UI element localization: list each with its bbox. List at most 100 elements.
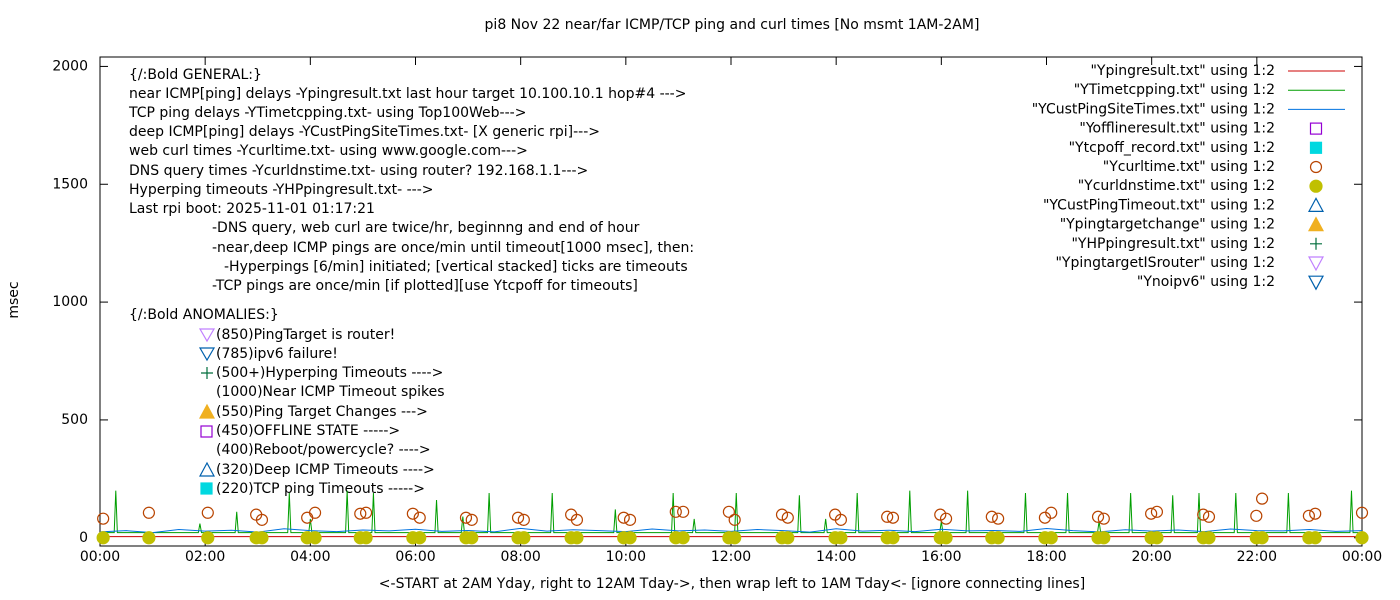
legend-swatch <box>1310 237 1322 250</box>
annotation: {/:Bold GENERAL:} <box>129 67 262 83</box>
annotation: (400)Reboot/powercycle? ----> <box>216 442 431 458</box>
annotation: (450)OFFLINE STATE -----> <box>216 423 400 439</box>
symbol <box>201 367 213 379</box>
y-tick-label: 2000 <box>52 58 88 74</box>
symbol <box>198 347 216 362</box>
point <box>1255 531 1269 545</box>
annotation: (1000)Near ICMP Timeout spikes <box>216 384 445 400</box>
legend-label: "Ypingresult.txt" using 1:2 <box>1090 63 1275 79</box>
point <box>834 513 847 526</box>
legend-label: "Yofflineresult.txt" using 1:2 <box>1079 121 1275 137</box>
y-tick-label: 1500 <box>52 176 88 192</box>
y-tick-label: 500 <box>61 412 88 428</box>
point <box>465 531 479 545</box>
y-axis-label: msec <box>6 281 22 318</box>
point <box>413 531 427 545</box>
x-tick-label: 22:00 <box>1237 549 1277 565</box>
point <box>201 531 215 545</box>
annotation: (500+)Hyperping Timeouts ----> <box>216 365 443 381</box>
legend-swatch <box>1309 160 1323 174</box>
legend-label: "YpingtargetISrouter" using 1:2 <box>1055 255 1275 271</box>
point <box>1355 506 1369 519</box>
annotation: -near,deep ICMP pings are once/min until… <box>212 240 694 256</box>
point <box>881 510 894 523</box>
x-tick-label: 06:00 <box>395 549 435 565</box>
point <box>570 513 584 526</box>
symbol <box>200 425 213 438</box>
point <box>623 531 637 545</box>
annotation: (850)PingTarget is router! <box>216 327 395 343</box>
point <box>1355 531 1369 545</box>
point <box>1255 492 1269 505</box>
annotation: (320)Deep ICMP Timeouts ----> <box>216 462 435 478</box>
point <box>1097 512 1110 525</box>
point <box>1044 531 1058 545</box>
point <box>775 508 789 521</box>
point <box>617 511 630 524</box>
legend-swatch <box>1309 141 1323 154</box>
symbol <box>198 461 216 477</box>
annotation: -TCP pings are once/min [if plotted][use… <box>212 278 638 294</box>
legend-swatch <box>1307 275 1325 291</box>
point <box>1202 531 1216 545</box>
point <box>728 513 741 526</box>
point <box>308 531 322 545</box>
series-line <box>99 527 1363 534</box>
annotation: -Hyperpings [6/min] initiated; [vertical… <box>224 259 688 275</box>
y-tick-label: 1000 <box>52 294 88 310</box>
point <box>96 531 110 545</box>
point <box>1091 510 1105 523</box>
point <box>1150 505 1164 518</box>
x-tick-label: 10:00 <box>606 549 646 565</box>
point <box>1309 507 1322 520</box>
point <box>676 531 690 545</box>
x-tick-label: 00:00 <box>1342 549 1382 565</box>
x-tick-label: 12:00 <box>711 549 751 565</box>
legend-label: "YTimetcpping.txt" using 1:2 <box>1074 82 1275 98</box>
point <box>623 513 637 526</box>
point <box>142 506 156 519</box>
annotation: deep ICMP[ping] delays -YCustPingSiteTim… <box>129 124 600 140</box>
point <box>359 506 373 519</box>
point <box>939 531 953 545</box>
x-tick-label: 14:00 <box>816 549 856 565</box>
legend-label: "YHPpingresult.txt" using 1:2 <box>1071 236 1275 252</box>
annotation: (550)Ping Target Changes ---> <box>216 404 428 420</box>
chart-title: pi8 Nov 22 near/far ICMP/TCP ping and cu… <box>485 17 980 33</box>
point <box>677 505 690 518</box>
point <box>255 513 269 526</box>
point <box>1302 509 1315 522</box>
annotation: near ICMP[ping] delays -Ypingresult.txt … <box>129 86 686 102</box>
point <box>886 511 900 524</box>
series-line <box>100 490 1362 534</box>
legend-label: "YCustPingSiteTimes.txt" using 1:2 <box>1032 101 1275 117</box>
point <box>354 507 367 520</box>
anomaly-symbols <box>198 328 216 495</box>
legend-swatch <box>1309 179 1323 193</box>
point <box>511 511 525 524</box>
point <box>459 511 473 524</box>
legend-label: "Ynoipv6" using 1:2 <box>1137 274 1275 290</box>
x-tick-label: 16:00 <box>921 549 961 565</box>
point <box>201 506 214 519</box>
x-tick-label: 18:00 <box>1026 549 1066 565</box>
point <box>992 512 1005 525</box>
legend-label: "Ycurltime.txt" using 1:2 <box>1103 159 1275 175</box>
point <box>308 506 322 519</box>
annotation: Hyperping timeouts -YHPpingresult.txt- -… <box>129 182 434 198</box>
point <box>570 531 584 545</box>
x-tick-label: 02:00 <box>185 549 225 565</box>
legend-swatch <box>1307 216 1325 232</box>
x-tick-label: 04:00 <box>290 549 330 565</box>
annotation: (220)TCP ping Timeouts -----> <box>216 481 425 497</box>
annotation: (785)ipv6 failure! <box>216 346 338 362</box>
point <box>465 513 478 526</box>
point <box>781 511 794 524</box>
point <box>413 511 426 524</box>
legend-label: "Ytcpoff_record.txt" using 1:2 <box>1069 140 1275 156</box>
point <box>1308 531 1322 545</box>
point <box>1150 531 1164 545</box>
point <box>301 511 314 524</box>
point <box>517 513 530 526</box>
